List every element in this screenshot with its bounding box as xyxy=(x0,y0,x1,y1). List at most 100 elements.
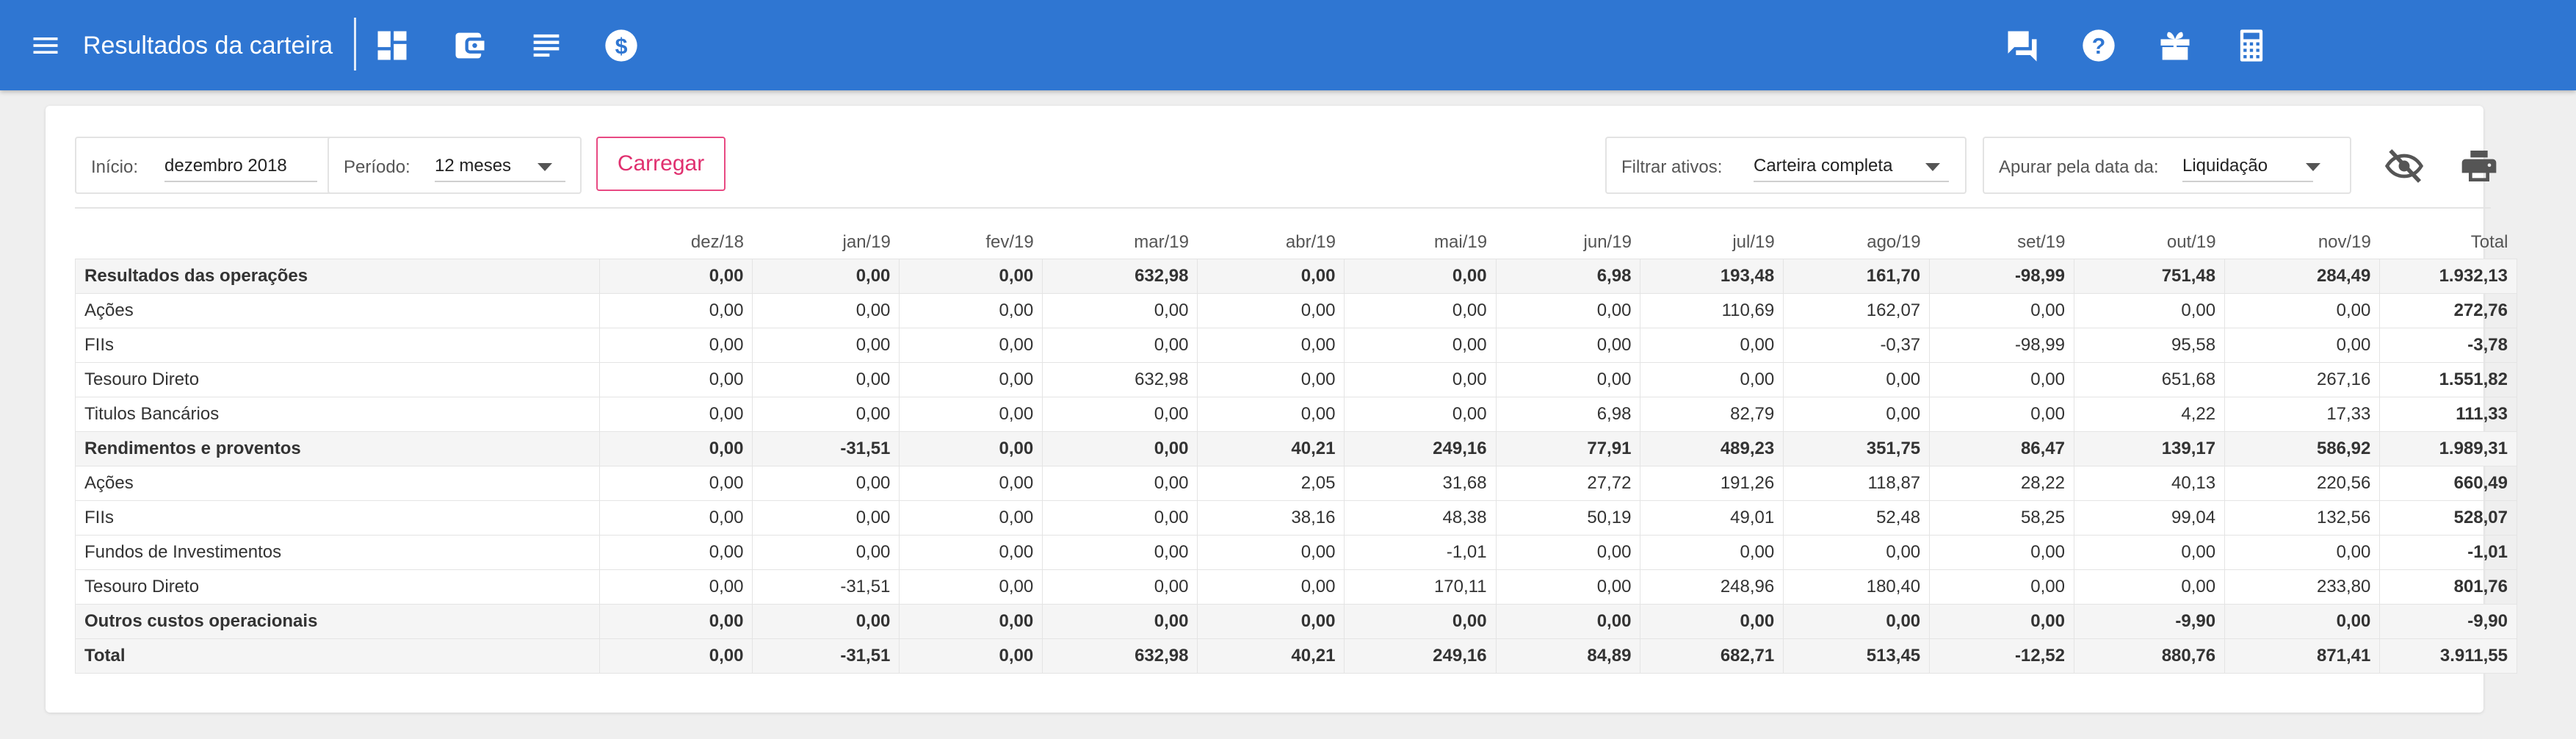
value-cell: 351,75 xyxy=(1783,431,1931,466)
value-cell: 0,00 xyxy=(599,259,753,294)
value-cell: 0,00 xyxy=(1197,604,1345,639)
chevron-down-icon[interactable] xyxy=(2306,163,2320,171)
value-cell: 48,38 xyxy=(1344,500,1497,536)
filtrar-ativos-select[interactable]: Carteira completa xyxy=(1754,151,1949,182)
value-cell: 0,00 xyxy=(1042,569,1198,605)
wallet-icon[interactable] xyxy=(451,26,489,65)
value-cell: 0,00 xyxy=(1042,431,1198,466)
column-header: mar/19 xyxy=(1134,232,1189,252)
value-cell: 0,00 xyxy=(1783,535,1931,570)
value-cell: 0,00 xyxy=(599,293,753,328)
row-total-cell: 1.989,31 xyxy=(2379,431,2517,466)
value-cell: 0,00 xyxy=(1042,604,1198,639)
chevron-down-icon[interactable] xyxy=(538,163,552,171)
column-header: fev/19 xyxy=(985,232,1034,252)
apurar-data-select[interactable]: Liquidação xyxy=(2182,151,2313,182)
value-cell: 0,00 xyxy=(899,293,1043,328)
value-cell: 248,96 xyxy=(1640,569,1784,605)
column-header: ago/19 xyxy=(1867,232,1921,252)
column-header: set/19 xyxy=(2017,232,2066,252)
carregar-button[interactable]: Carregar xyxy=(596,137,726,191)
dollar-icon[interactable]: $ xyxy=(602,26,640,65)
column-header: Total xyxy=(2470,232,2508,252)
value-cell: 0,00 xyxy=(1495,535,1641,570)
column-header-label xyxy=(76,226,600,259)
apurar-data-field[interactable]: Apurar pela data da: Liquidação xyxy=(1983,137,2351,194)
value-cell: 0,00 xyxy=(2224,604,2381,639)
app-bar: Resultados da carteira $ ? xyxy=(0,0,2576,90)
value-cell: 0,00 xyxy=(1344,397,1497,432)
print-icon[interactable] xyxy=(2459,145,2500,187)
periodo-select[interactable]: 12 meses xyxy=(435,151,565,182)
chevron-down-icon[interactable] xyxy=(1925,163,1940,171)
value-cell: 0,00 xyxy=(1783,397,1931,432)
table-row: FIIs 0,00 0,00 0,00 0,00 38,16 48,38 50,19 49,01… xyxy=(74,500,2517,536)
value-cell: 632,98 xyxy=(1042,638,1198,674)
help-icon[interactable]: ? xyxy=(2080,26,2118,65)
column-header: jan/19 xyxy=(842,232,891,252)
value-cell: 651,68 xyxy=(2073,362,2226,397)
value-cell: 0,00 xyxy=(1042,293,1198,328)
chat-icon[interactable] xyxy=(2003,26,2041,65)
menu-icon[interactable] xyxy=(29,29,62,62)
value-cell: 191,26 xyxy=(1640,466,1784,501)
value-cell: 110,69 xyxy=(1640,293,1784,328)
value-cell: 139,17 xyxy=(2073,431,2226,466)
list-icon[interactable] xyxy=(527,26,565,65)
value-cell: 40,21 xyxy=(1197,638,1345,674)
value-cell: 0,00 xyxy=(1495,362,1641,397)
calculator-icon[interactable] xyxy=(2232,26,2271,65)
table-group-row: Total 0,00 -31,51 0,00 632,98 40,21 249,16 84,8… xyxy=(74,638,2517,674)
row-label: Titulos Bancários xyxy=(74,397,601,432)
value-cell: 0,00 xyxy=(1197,259,1345,294)
value-cell: 0,00 xyxy=(1929,604,2074,639)
value-cell: 95,58 xyxy=(2073,328,2226,363)
column-header: nov/19 xyxy=(2318,232,2371,252)
inicio-input[interactable]: dezembro 2018 xyxy=(164,151,317,182)
value-cell: 0,00 xyxy=(1197,362,1345,397)
row-total-cell: 528,07 xyxy=(2379,500,2517,536)
value-cell: 0,00 xyxy=(752,362,900,397)
column-header: dez/18 xyxy=(690,232,744,252)
table-row: Tesouro Direto 0,00 -31,51 0,00 0,00 0,00 170,… xyxy=(74,569,2517,605)
value-cell: 0,00 xyxy=(752,293,900,328)
value-cell: 0,00 xyxy=(1042,535,1198,570)
value-cell: 0,00 xyxy=(1640,604,1784,639)
value-cell: 0,00 xyxy=(1042,466,1198,501)
inicio-field[interactable]: Início: dezembro 2018 xyxy=(75,137,344,194)
value-cell: 0,00 xyxy=(752,466,900,501)
table-row: Tesouro Direto 0,00 0,00 0,00 632,98 0,00 0,00… xyxy=(74,362,2517,397)
table-group-row: Rendimentos e proventos 0,00 -31,51 0,00 0,0… xyxy=(74,431,2517,466)
header-row: dez/18 jan/19 fev/19 mar/19 abr/19 mai/19 jun/… xyxy=(76,226,2517,259)
gift-icon[interactable] xyxy=(2156,26,2194,65)
value-cell: 132,56 xyxy=(2224,500,2381,536)
value-cell: 0,00 xyxy=(1495,328,1641,363)
dashboard-icon[interactable] xyxy=(373,26,411,65)
value-cell: 0,00 xyxy=(899,328,1043,363)
value-cell: 82,79 xyxy=(1640,397,1784,432)
filtrar-ativos-field[interactable]: Filtrar ativos: Carteira completa xyxy=(1605,137,1967,194)
periodo-field[interactable]: Período: 12 meses xyxy=(328,137,582,194)
value-cell: 28,22 xyxy=(1929,466,2074,501)
value-cell: 0,00 xyxy=(899,569,1043,605)
value-cell: 40,21 xyxy=(1197,431,1345,466)
value-cell: 0,00 xyxy=(599,604,753,639)
visibility-off-icon[interactable] xyxy=(2384,145,2425,187)
value-cell: 0,00 xyxy=(2073,293,2226,328)
value-cell: 682,71 xyxy=(1640,638,1784,674)
value-cell: 267,16 xyxy=(2224,362,2381,397)
value-cell: 0,00 xyxy=(752,259,900,294)
value-cell: 284,49 xyxy=(2224,259,2381,294)
svg-text:$: $ xyxy=(615,35,628,59)
column-header: out/19 xyxy=(2166,232,2216,252)
value-cell: 193,48 xyxy=(1640,259,1784,294)
value-cell: -12,52 xyxy=(1929,638,2074,674)
value-cell: 0,00 xyxy=(2224,293,2381,328)
value-cell: 0,00 xyxy=(1197,328,1345,363)
value-cell: 0,00 xyxy=(1042,397,1198,432)
value-cell: 0,00 xyxy=(752,500,900,536)
value-cell: 0,00 xyxy=(1495,604,1641,639)
value-cell: 38,16 xyxy=(1197,500,1345,536)
value-cell: 0,00 xyxy=(1640,328,1784,363)
column-header: abr/19 xyxy=(1285,232,1336,252)
